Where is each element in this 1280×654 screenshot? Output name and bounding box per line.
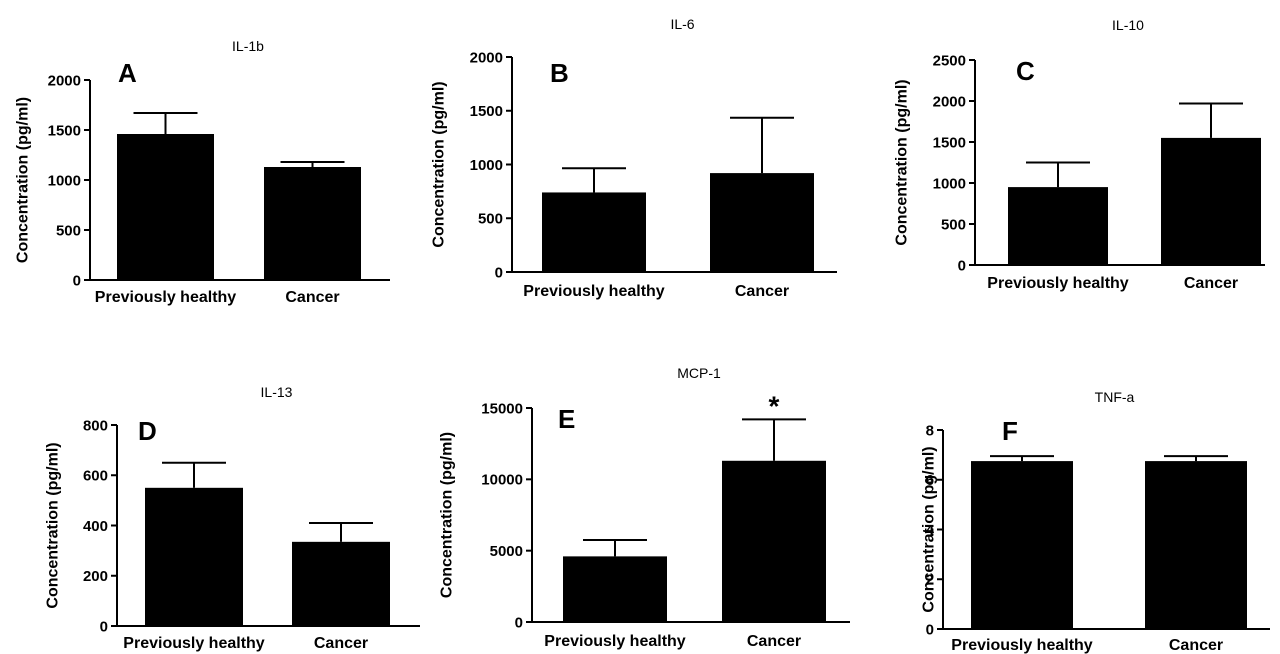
- y-tick-label: 1000: [470, 157, 503, 174]
- bar-previously-healthy: [563, 556, 667, 622]
- panel-letter: F: [1002, 416, 1018, 446]
- y-tick-label: 0: [73, 272, 81, 289]
- chart-panel-f: TNF-a F Concentration (pg/ml) 0 2 4 6 8 Previous…: [921, 389, 1270, 654]
- y-tick-label: 600: [83, 468, 108, 485]
- bar-previously-healthy: [117, 134, 214, 280]
- y-tick-label: 1000: [933, 175, 966, 192]
- y-tick-label: 400: [83, 518, 108, 535]
- chart-title: IL-6: [670, 16, 694, 32]
- chart-title: IL-13: [261, 384, 293, 400]
- y-tick-label: 1000: [48, 172, 81, 189]
- y-axis-label: Concentration (pg/ml): [439, 432, 456, 598]
- x-category-label: Previously healthy: [951, 637, 1092, 654]
- y-tick-label: 0: [515, 614, 523, 631]
- y-tick-label: 1500: [933, 134, 966, 151]
- x-category-label: Cancer: [747, 633, 801, 650]
- y-tick-label: 800: [83, 417, 108, 434]
- bar-cancer: [1161, 137, 1261, 265]
- chart-panel-a: IL-1b A Concentration (pg/ml) 0 500 1000 1500 2…: [15, 38, 390, 306]
- x-category-label: Previously healthy: [123, 635, 264, 652]
- x-category-label: Cancer: [1184, 275, 1238, 292]
- y-tick-label: 0: [100, 618, 108, 635]
- chart-title: TNF-a: [1095, 389, 1135, 405]
- y-tick-label: 2000: [48, 72, 81, 89]
- y-axis-label: Concentration (pg/ml): [921, 446, 938, 612]
- chart-panel-c: IL-10 C Concentration (pg/ml) 0 500 1000 1500 2…: [894, 17, 1265, 292]
- bar-cancer: [722, 460, 826, 622]
- x-category-label: Cancer: [285, 289, 339, 306]
- y-tick-label: 8: [926, 422, 934, 439]
- bar-cancer: [1145, 461, 1247, 629]
- x-category-label: Previously healthy: [987, 275, 1128, 292]
- y-tick-label: 1500: [470, 103, 503, 120]
- y-tick-label: 5000: [490, 543, 523, 560]
- y-tick-label: 500: [56, 222, 81, 239]
- y-axis-label: Concentration (pg/ml): [45, 442, 62, 608]
- y-tick-label: 500: [941, 216, 966, 233]
- panel-letter: C: [1016, 56, 1035, 86]
- x-category-label: Cancer: [314, 635, 368, 652]
- y-axis-label: Concentration (pg/ml): [894, 79, 911, 245]
- bar-cancer: [292, 541, 390, 626]
- x-category-label: Cancer: [1169, 637, 1223, 654]
- bar-previously-healthy: [1008, 187, 1108, 265]
- bar-previously-healthy: [542, 192, 646, 272]
- y-tick-label: 6: [926, 472, 934, 489]
- panel-letter: D: [138, 416, 157, 446]
- y-tick-label: 0: [958, 257, 966, 274]
- significance-marker: *: [769, 390, 780, 421]
- chart-title: MCP-1: [677, 365, 721, 381]
- y-axis-label: Concentration (pg/ml): [15, 97, 32, 263]
- x-category-label: Previously healthy: [95, 289, 236, 306]
- y-tick-label: 2000: [933, 93, 966, 110]
- y-tick-label: 4: [926, 522, 935, 539]
- bar-cancer: [710, 173, 814, 272]
- y-tick-label: 2: [926, 572, 934, 589]
- y-tick-label: 2000: [470, 49, 503, 66]
- bar-previously-healthy: [971, 461, 1073, 629]
- y-tick-label: 0: [495, 264, 503, 281]
- y-tick-label: 200: [83, 568, 108, 585]
- panel-letter: A: [118, 58, 137, 88]
- x-category-label: Cancer: [735, 283, 789, 300]
- x-category-label: Previously healthy: [544, 633, 685, 650]
- panel-letter: B: [550, 58, 569, 88]
- y-tick-label: 0: [926, 621, 934, 638]
- chart-panel-b: IL-6 B Concentration (pg/ml) 0 500 1000 1500 20…: [431, 16, 837, 300]
- y-tick-label: 1500: [48, 122, 81, 139]
- x-category-label: Previously healthy: [523, 283, 664, 300]
- y-tick-label: 2500: [933, 52, 966, 69]
- bar-previously-healthy: [145, 487, 243, 626]
- chart-title: IL-1b: [232, 38, 264, 54]
- bar-cancer: [264, 167, 361, 280]
- y-tick-label: 500: [478, 211, 503, 228]
- y-axis-label: Concentration (pg/ml): [431, 81, 448, 247]
- y-tick-label: 10000: [481, 472, 523, 489]
- panel-letter: E: [558, 404, 575, 434]
- chart-panel-d: IL-13 D Concentration (pg/ml) 0 200 400 600 800…: [45, 384, 420, 652]
- chart-title: IL-10: [1112, 17, 1144, 33]
- y-tick-label: 15000: [481, 400, 523, 417]
- chart-panel-e: MCP-1 E Concentration (pg/ml) 0 5000 10000 150…: [439, 365, 850, 650]
